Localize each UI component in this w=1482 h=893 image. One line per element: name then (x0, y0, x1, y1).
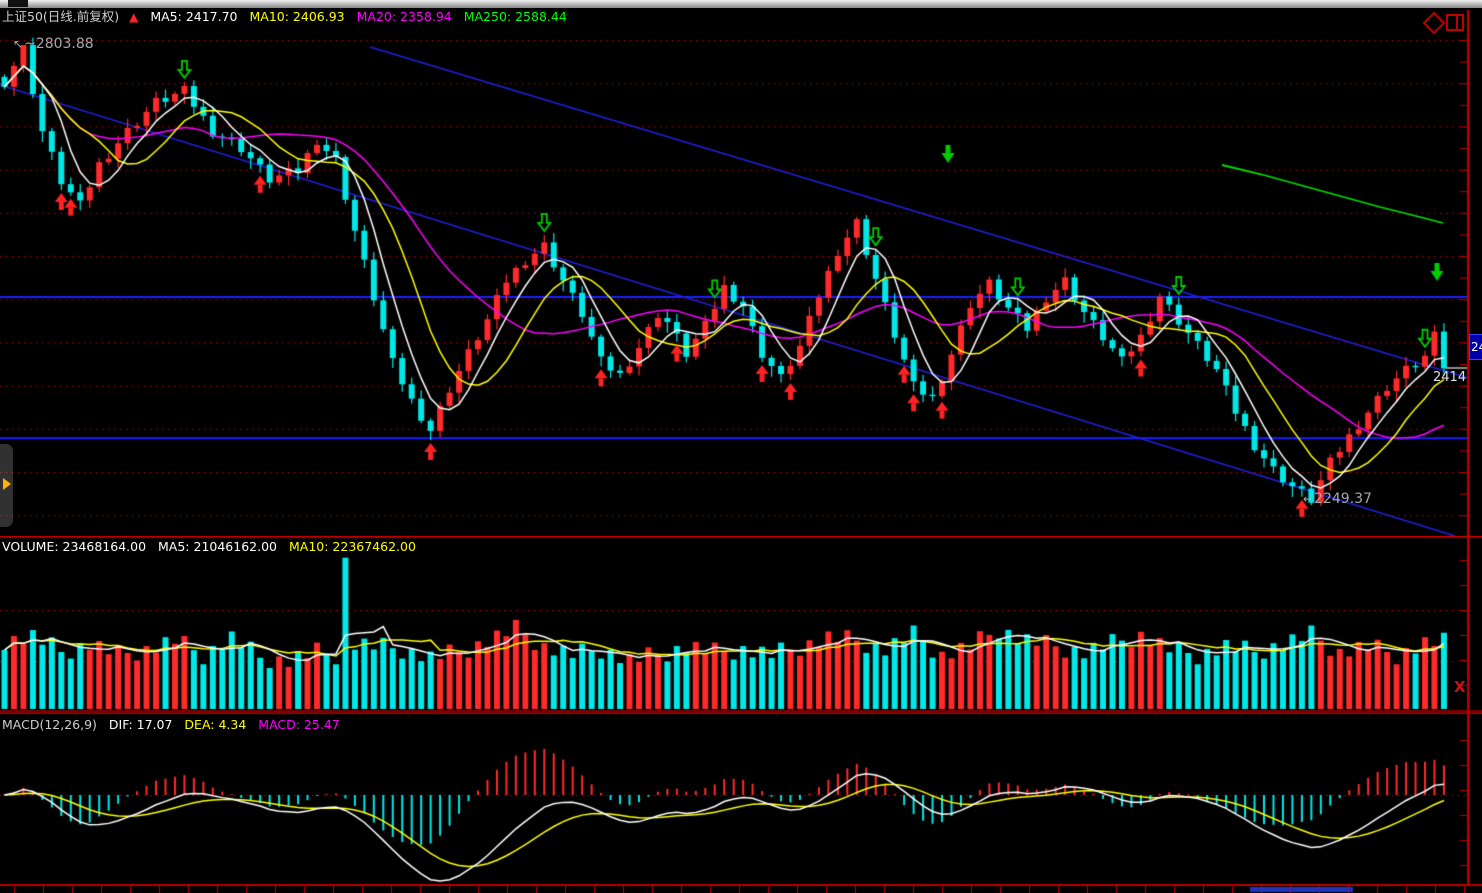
instrument-title: 上证50(日线.前复权) (2, 9, 120, 24)
high-price-label: ↖~2803.88 (13, 37, 94, 52)
axis-price-badge: 24 (1469, 334, 1482, 360)
macd-name: MACD(12,26,9) (2, 717, 97, 732)
window-tab-notch (8, 0, 28, 7)
ma10-value: MA10: 2406.93 (249, 9, 345, 24)
high-price-value: ~2803.88 (24, 36, 94, 52)
volume-ma10-value: MA10: 22367462.00 (288, 539, 416, 554)
macd-value: MACD: 25.47 (258, 717, 340, 732)
chart-header: 上证50(日线.前复权) ▲ MA5: 2417.70 MA10: 2406.9… (2, 9, 567, 27)
last-price-label: 2414 (1433, 370, 1467, 385)
signal-up-arrow-icon: ▲ (129, 10, 139, 24)
low-pointer-icon: ← (1303, 492, 1314, 506)
split-window-icon[interactable] (1446, 14, 1464, 31)
ma250-value: MA250: 2588.44 (463, 9, 567, 24)
expand-right-triangle-icon (3, 478, 11, 490)
ma20-value: MA20: 2358.94 (356, 9, 452, 24)
low-price-value: 2249.37 (1314, 491, 1372, 507)
close-panel-button[interactable]: X (1454, 678, 1466, 696)
macd-header: MACD(12,26,9) DIF: 17.07 DEA: 4.34 MACD:… (2, 717, 340, 732)
split-window-icon-bar (1456, 16, 1458, 29)
sidebar-expander-tab[interactable] (0, 444, 13, 527)
volume-header: VOLUME: 23468164.00 MA5: 21046162.00 MA1… (2, 539, 416, 554)
volume-value: VOLUME: 23468164.00 (2, 539, 147, 554)
dif-value: DIF: 17.07 (108, 717, 173, 732)
high-pointer-icon: ↖ (13, 37, 24, 51)
volume-ma5-value: MA5: 21046162.00 (158, 539, 277, 554)
dea-value: DEA: 4.34 (184, 717, 247, 732)
ma5-value: MA5: 2417.70 (150, 9, 238, 24)
low-price-label: ←2249.37 (1303, 492, 1372, 507)
window-top-strip (0, 0, 1482, 8)
